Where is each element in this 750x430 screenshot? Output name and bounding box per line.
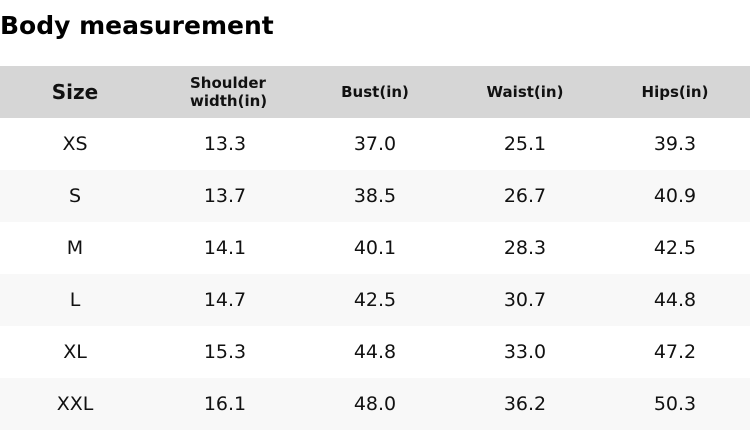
table-cell: 13.7 (150, 170, 300, 222)
table-cell: 39.3 (653, 133, 697, 155)
table-cell: 44.8 (353, 341, 397, 363)
size-table: Size Shoulder width(in) Bust(in) Waist(i… (0, 66, 750, 430)
header-shoulder: Shoulder width(in) (150, 66, 300, 118)
table-cell: S (0, 170, 150, 222)
table-row: XL 15.3 44.8 33.0 47.2 (0, 326, 750, 378)
table-cell: 42.5 (653, 237, 697, 259)
header-bust: Bust(in) (300, 66, 450, 118)
table-cell: 30.7 (450, 274, 600, 326)
header-size: Size (0, 66, 150, 118)
table-row: L 14.7 42.5 30.7 44.8 (0, 274, 750, 326)
table-cell: 40.1 (353, 237, 397, 259)
header-row: Size Shoulder width(in) Bust(in) Waist(i… (0, 66, 750, 118)
table-cell: 36.2 (450, 378, 600, 430)
table-row: XS 13.3 37.0 25.1 39.3 (0, 118, 750, 170)
table-cell: L (0, 274, 150, 326)
table-cell: 37.0 (353, 133, 397, 155)
table-cell: 50.3 (600, 378, 750, 430)
table-cell: 44.8 (600, 274, 750, 326)
table-cell: 28.3 (503, 237, 547, 259)
table-cell: 25.1 (503, 133, 547, 155)
table-cell: 40.9 (600, 170, 750, 222)
table-cell: 26.7 (450, 170, 600, 222)
table-cell: 15.3 (203, 341, 247, 363)
table-row: XXL 16.1 48.0 36.2 50.3 (0, 378, 750, 430)
table-cell: 16.1 (150, 378, 300, 430)
table-row: S 13.7 38.5 26.7 40.9 (0, 170, 750, 222)
table-cell: 38.5 (300, 170, 450, 222)
table-cell: 47.2 (653, 341, 697, 363)
table-cell: XS (62, 133, 88, 155)
header-hips: Hips(in) (600, 66, 750, 118)
page-title: Body measurement (0, 11, 274, 40)
table-cell: M (66, 237, 84, 259)
table-cell: XXL (0, 378, 150, 430)
table-cell: 42.5 (300, 274, 450, 326)
table-cell: XL (63, 341, 87, 363)
table-row: M 14.1 40.1 28.3 42.5 (0, 222, 750, 274)
header-waist: Waist(in) (450, 66, 600, 118)
table-cell: 14.7 (150, 274, 300, 326)
table-cell: 13.3 (203, 133, 247, 155)
table-cell: 48.0 (300, 378, 450, 430)
table-cell: 33.0 (503, 341, 547, 363)
table-cell: 14.1 (203, 237, 247, 259)
